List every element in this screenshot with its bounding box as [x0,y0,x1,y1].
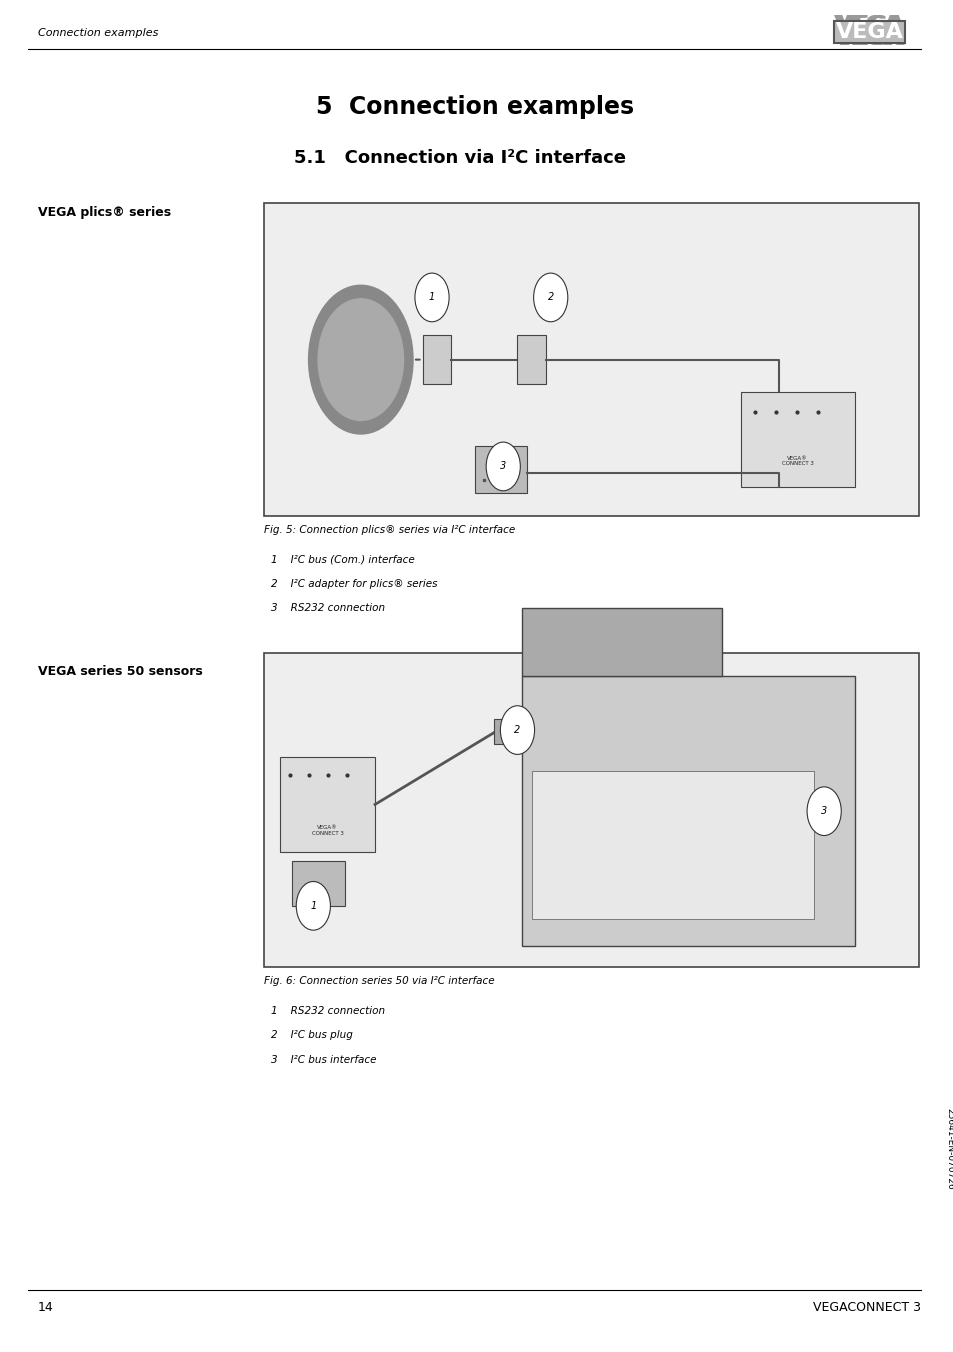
Circle shape [296,882,330,930]
Text: VEGA: VEGA [833,15,901,35]
Text: VEGA: VEGA [833,22,901,42]
Circle shape [533,273,567,322]
Text: 3: 3 [821,806,826,817]
Text: 1: 1 [310,900,316,911]
Circle shape [486,442,519,491]
Text: Fig. 5: Connection plics® series via I²C interface: Fig. 5: Connection plics® series via I²C… [264,525,515,534]
Circle shape [806,787,841,836]
FancyBboxPatch shape [494,719,517,744]
FancyBboxPatch shape [531,771,813,919]
Text: 3: 3 [499,461,506,472]
Text: 3    I²C bus interface: 3 I²C bus interface [271,1055,375,1064]
FancyBboxPatch shape [422,335,451,384]
Text: 1    RS232 connection: 1 RS232 connection [271,1006,384,1015]
Text: VEGA series 50 sensors: VEGA series 50 sensors [38,665,203,679]
Text: Fig. 6: Connection series 50 via I²C interface: Fig. 6: Connection series 50 via I²C int… [264,976,494,986]
Polygon shape [521,608,720,676]
FancyBboxPatch shape [280,757,375,852]
Text: Connection examples: Connection examples [38,28,158,38]
Text: VEGA: VEGA [833,28,901,49]
Text: 2: 2 [547,292,554,303]
Circle shape [500,706,534,754]
Text: VEGA: VEGA [835,18,911,42]
FancyBboxPatch shape [517,335,545,384]
Circle shape [415,273,449,322]
Text: 1: 1 [429,292,435,303]
Text: VEGA®
CONNECT 3: VEGA® CONNECT 3 [312,825,343,836]
Text: VEGACONNECT 3: VEGACONNECT 3 [812,1301,920,1314]
Text: VEGA: VEGA [837,22,904,42]
Circle shape [317,299,403,420]
FancyBboxPatch shape [521,676,854,946]
FancyBboxPatch shape [264,203,918,516]
Text: 25641-EN-070726: 25641-EN-070726 [944,1109,953,1190]
Text: 1    I²C bus (Com.) interface: 1 I²C bus (Com.) interface [271,554,414,564]
Text: 2    I²C bus plug: 2 I²C bus plug [271,1030,352,1040]
Text: VEGA: VEGA [835,28,902,49]
Text: 14: 14 [38,1301,53,1314]
Text: 2: 2 [514,725,520,735]
Text: 2    I²C adapter for plics® series: 2 I²C adapter for plics® series [271,579,436,588]
FancyBboxPatch shape [293,861,344,906]
Text: VEGA: VEGA [835,22,902,42]
Text: 5.1   Connection via I²C interface: 5.1 Connection via I²C interface [294,149,626,166]
FancyBboxPatch shape [264,653,918,967]
Text: VEGA®
CONNECT 3: VEGA® CONNECT 3 [781,456,813,466]
Circle shape [308,285,413,434]
Text: 5  Connection examples: 5 Connection examples [315,95,633,119]
Text: VEGA plics® series: VEGA plics® series [38,206,171,219]
FancyBboxPatch shape [475,446,526,493]
Text: VEGA: VEGA [835,15,902,35]
Text: VEGA: VEGA [837,28,904,49]
FancyBboxPatch shape [740,392,854,487]
Text: 3    RS232 connection: 3 RS232 connection [271,603,384,612]
Text: VEGA: VEGA [837,15,904,35]
